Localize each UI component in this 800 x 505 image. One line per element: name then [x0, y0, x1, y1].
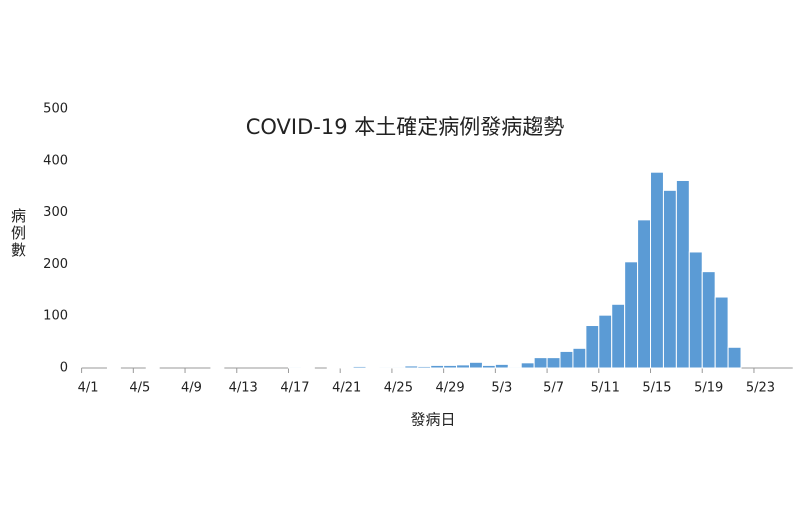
- x-tick-label: 5/19: [694, 381, 723, 396]
- x-tick-label: 4/13: [229, 381, 258, 396]
- x-tick-label: 4/21: [332, 381, 361, 396]
- bar: [507, 366, 522, 369]
- x-tick-label: 4/1: [78, 381, 99, 396]
- bar: [520, 362, 535, 369]
- x-tick-label: 4/17: [280, 381, 309, 396]
- x-tick-label: 5/3: [491, 381, 512, 396]
- y-axis-label: 病例數: [9, 208, 27, 259]
- bar: [701, 271, 716, 369]
- bar: [559, 350, 574, 369]
- bar: [650, 171, 664, 369]
- y-tick-label: 100: [43, 309, 68, 324]
- bar: [611, 303, 626, 369]
- bar: [365, 366, 380, 369]
- x-tick-label: 4/29: [436, 381, 465, 396]
- bar: [572, 347, 587, 369]
- bar: [145, 366, 160, 369]
- bar: [391, 366, 406, 369]
- y-tick-label: 0: [60, 361, 68, 376]
- bar: [688, 251, 703, 369]
- x-tick-label: 4/9: [181, 381, 202, 396]
- x-axis-label: 發病日: [410, 411, 455, 429]
- bar: [443, 364, 458, 369]
- x-tick-label: 5/11: [591, 381, 620, 396]
- bar: [326, 366, 341, 369]
- bar: [430, 364, 445, 369]
- bar: [727, 346, 742, 369]
- y-tick-label: 400: [43, 153, 68, 168]
- x-tick-label: 4/5: [129, 381, 150, 396]
- x-tick-label: 5/7: [543, 381, 564, 396]
- bar: [456, 364, 471, 369]
- bar: [533, 357, 548, 369]
- y-tick-label: 500: [43, 102, 68, 117]
- bar: [481, 364, 496, 369]
- bar: [637, 219, 652, 369]
- bar: [287, 366, 302, 369]
- bar: [404, 365, 419, 369]
- bar: [300, 366, 315, 369]
- bar: [714, 296, 729, 369]
- bar: [546, 357, 561, 369]
- x-tick-label: 5/23: [746, 381, 775, 396]
- bar: [598, 314, 613, 369]
- chart-title: COVID-19 本土確定病例發病趨勢: [246, 115, 565, 139]
- x-tick-label: 5/15: [642, 381, 671, 396]
- bar: [339, 366, 354, 369]
- bar: [585, 325, 600, 369]
- bar: [469, 361, 483, 369]
- bar: [210, 366, 225, 369]
- bar: [417, 365, 432, 369]
- bar: [106, 366, 121, 369]
- y-tick-label: 300: [43, 205, 68, 220]
- bar: [675, 179, 690, 369]
- bar: [352, 365, 367, 369]
- bar: [662, 189, 677, 369]
- y-tick-label: 200: [43, 257, 68, 272]
- bar: [378, 366, 393, 369]
- bar: [624, 261, 639, 369]
- x-tick-label: 4/25: [384, 381, 413, 396]
- bar: [494, 363, 509, 369]
